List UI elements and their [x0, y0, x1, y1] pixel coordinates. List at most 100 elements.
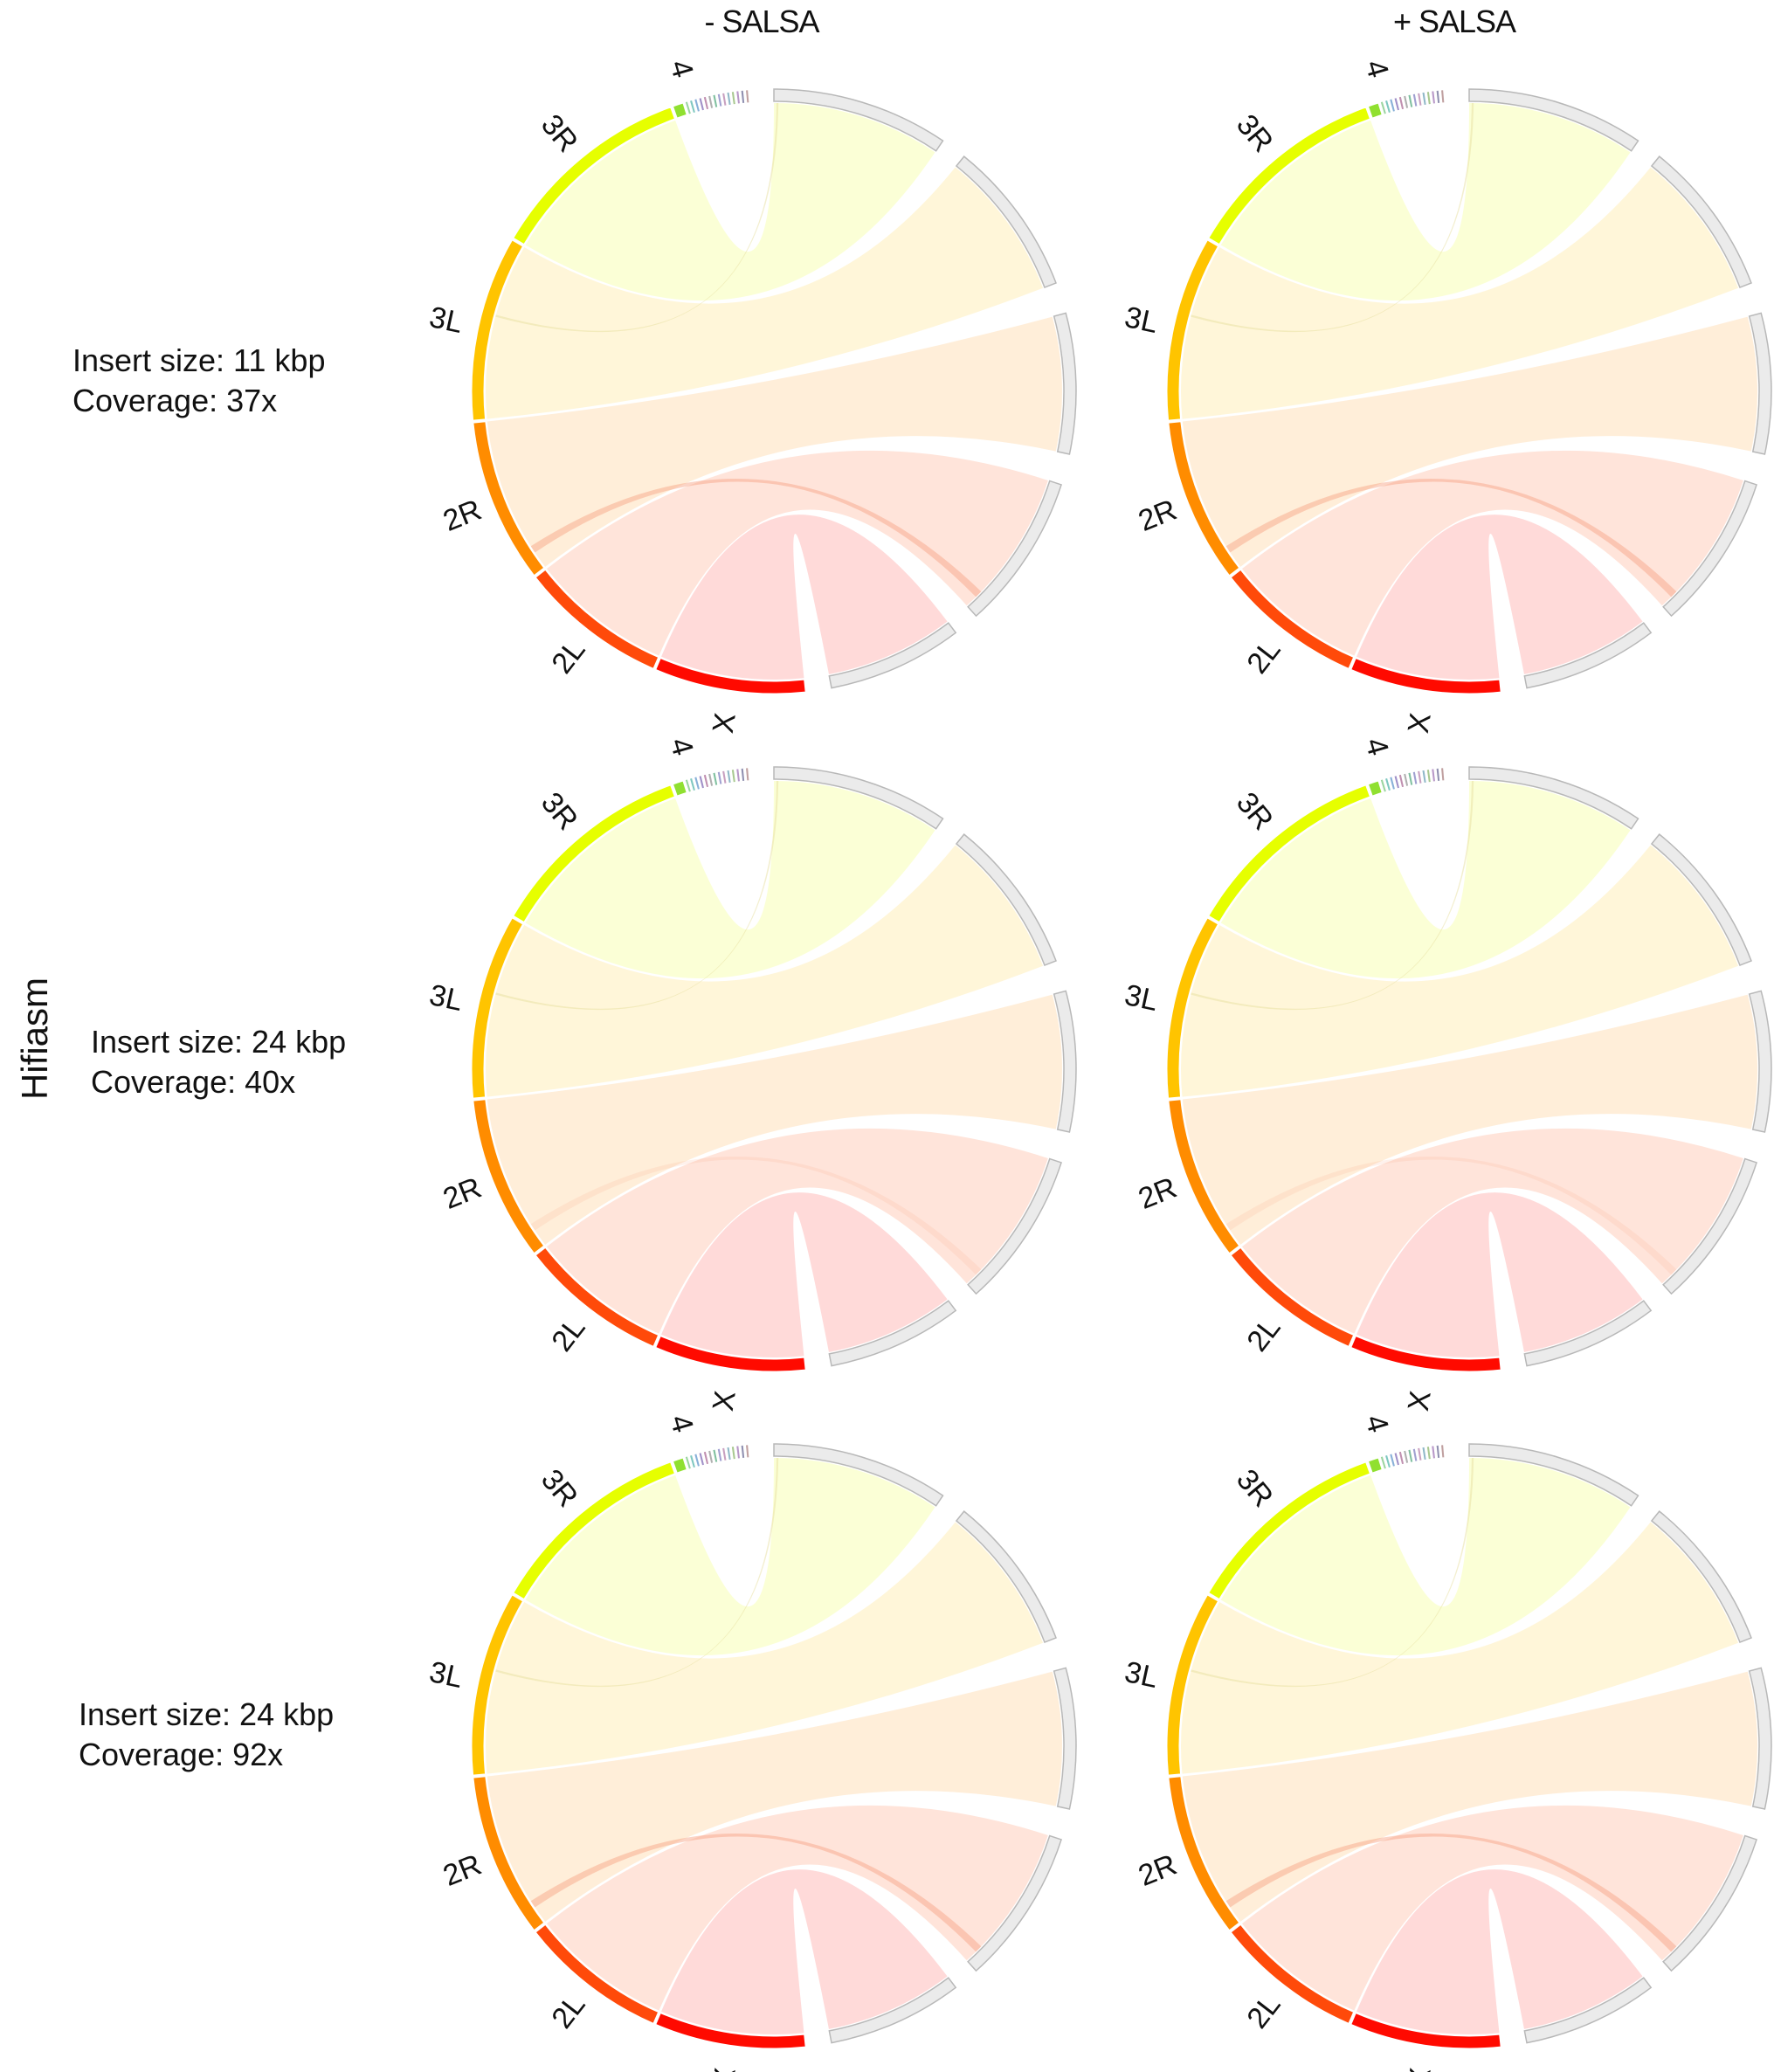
- ribbon-3R: [525, 1458, 935, 1656]
- contig-arc: [1748, 1667, 1772, 1810]
- small-contig-stripe: [1422, 770, 1426, 783]
- small-contig-stripe: [1432, 769, 1435, 782]
- small-contig-stripe: [1408, 1449, 1413, 1462]
- ribbon-2R: [487, 316, 1062, 567]
- ribbon-2R: [1182, 1671, 1757, 1922]
- contig-arc: [955, 155, 1057, 288]
- contig-arc: [1662, 1157, 1758, 1295]
- ribbon-2L: [546, 1128, 1048, 1334]
- ribbon-2R: [487, 1671, 1062, 1922]
- chromosome-arc-3L: [1166, 917, 1219, 1099]
- circos-panel-r3-c2: X 2L 2R 3L 3R 4: [1122, 1412, 1772, 2072]
- chromosome-label-4: 4: [663, 735, 700, 760]
- contig-arc: [1053, 312, 1077, 455]
- small-contig-stripe: [1398, 96, 1405, 110]
- chromosome-label-3L: 3L: [426, 978, 466, 1018]
- small-contig-stripe: [1418, 1447, 1422, 1461]
- small-contig-stripe: [708, 95, 714, 108]
- coverage-text: Coverage: 92x: [79, 1737, 284, 1772]
- small-contig-stripe: [717, 771, 722, 784]
- chromosome-label-2R: 2R: [438, 494, 486, 538]
- chromosome-arc-3R: [513, 107, 676, 245]
- small-contig-stripe: [1422, 92, 1426, 105]
- small-contig-stripe: [1436, 1445, 1440, 1458]
- small-contig-stripe: [736, 769, 740, 782]
- small-contig-stripe: [717, 93, 722, 107]
- small-contig-stripe: [708, 773, 714, 786]
- contig-arc: [1523, 1300, 1653, 1367]
- chromosome-arc-2L: [535, 1247, 659, 1347]
- coverage-text: Coverage: 40x: [91, 1064, 296, 1100]
- circos-panel-r2-c1: X 2L 2R 3L 3R 4: [426, 735, 1077, 1413]
- ribbon-X: [1356, 515, 1643, 680]
- chromosome-label-3L: 3L: [1122, 300, 1161, 340]
- small-contig-stripe: [731, 92, 735, 105]
- contig-arc: [1662, 1834, 1758, 1972]
- chromosome-label-2L: 2L: [1240, 1988, 1287, 2034]
- small-contig-stripe: [1436, 768, 1440, 781]
- small-contig-stripe: [699, 776, 704, 789]
- small-contig-stripe: [699, 1453, 704, 1466]
- chromosome-arc-4: [672, 780, 687, 797]
- chromosome-label-4: 4: [663, 1412, 700, 1437]
- contig-arc: [828, 1977, 957, 2044]
- small-contig-stripe: [1426, 1447, 1431, 1460]
- small-contig-stripe: [1432, 91, 1435, 104]
- ribbon-X: [1356, 1192, 1643, 1357]
- insert-size-text: Insert size: 24 kbp: [79, 1696, 335, 1732]
- chromosome-label-X: X: [1402, 2066, 1438, 2072]
- small-contig-stripe: [1385, 777, 1391, 791]
- chromosome-arc-4: [1367, 780, 1383, 797]
- small-contig-stripe: [703, 1451, 709, 1465]
- column-title-minus-salsa: - SALSA: [704, 3, 819, 39]
- small-contig-stripe: [1422, 1447, 1426, 1460]
- chromosome-arc-2R: [1168, 1776, 1240, 1931]
- small-contig-stripe: [1412, 1448, 1418, 1461]
- contig-arc: [773, 88, 944, 152]
- contig-arc: [1468, 766, 1639, 830]
- small-contig-stripe: [1398, 1451, 1405, 1465]
- contig-arc: [773, 1443, 944, 1507]
- small-contig-stripe: [694, 1454, 700, 1467]
- small-contig-stripe: [1441, 90, 1445, 103]
- contig-arc: [1662, 480, 1758, 618]
- contig-arc: [1468, 1443, 1639, 1507]
- chromosome-arc-3L: [471, 239, 524, 421]
- contig-arc: [1748, 990, 1772, 1133]
- chromosome-label-2L: 2L: [545, 1988, 591, 2034]
- small-contig-stripe: [1380, 779, 1386, 792]
- contig-arc: [773, 766, 944, 830]
- small-contig-stripe: [736, 1446, 740, 1459]
- chromosome-label-X: X: [707, 1389, 742, 1413]
- contig-arc: [1053, 990, 1077, 1133]
- chromosome-label-3R: 3R: [1230, 108, 1280, 159]
- small-contig-stripe: [1394, 98, 1399, 111]
- contig-arc: [1650, 1510, 1752, 1643]
- small-contig-stripe: [685, 779, 691, 792]
- small-contig-stripe: [1408, 772, 1413, 785]
- small-contig-stripe: [713, 1449, 718, 1462]
- ribbon-X: [661, 515, 948, 680]
- small-contig-stripe: [690, 100, 695, 114]
- ribbon-3L: [1181, 1522, 1739, 1774]
- ribbon-X: [661, 1869, 948, 2034]
- chromosome-arc-2R: [1168, 421, 1240, 577]
- chromosome-label-X: X: [1402, 1389, 1438, 1413]
- ribbon-2R: [487, 994, 1062, 1245]
- insert-size-text: Insert size: 11 kbp: [72, 342, 326, 378]
- chromosome-label-3L: 3L: [426, 300, 466, 340]
- ribbon-2L: [1241, 1805, 1743, 2011]
- small-contig-stripe: [1390, 99, 1395, 112]
- chromosome-label-2R: 2R: [1134, 1848, 1181, 1893]
- contig-arc: [955, 833, 1057, 966]
- contig-arc: [828, 1300, 957, 1367]
- chromosome-arc-4: [1367, 102, 1383, 119]
- chromosome-label-4: 4: [1358, 1412, 1395, 1437]
- chromosome-label-3R: 3R: [535, 108, 584, 159]
- chromosome-label-4: 4: [1358, 735, 1395, 760]
- small-contig-stripe: [727, 92, 731, 105]
- chromosome-label-2R: 2R: [438, 1171, 486, 1216]
- small-contig-stripe: [727, 770, 731, 783]
- row-label-2: Insert size: 24 kbp Coverage: 40x: [91, 1022, 346, 1102]
